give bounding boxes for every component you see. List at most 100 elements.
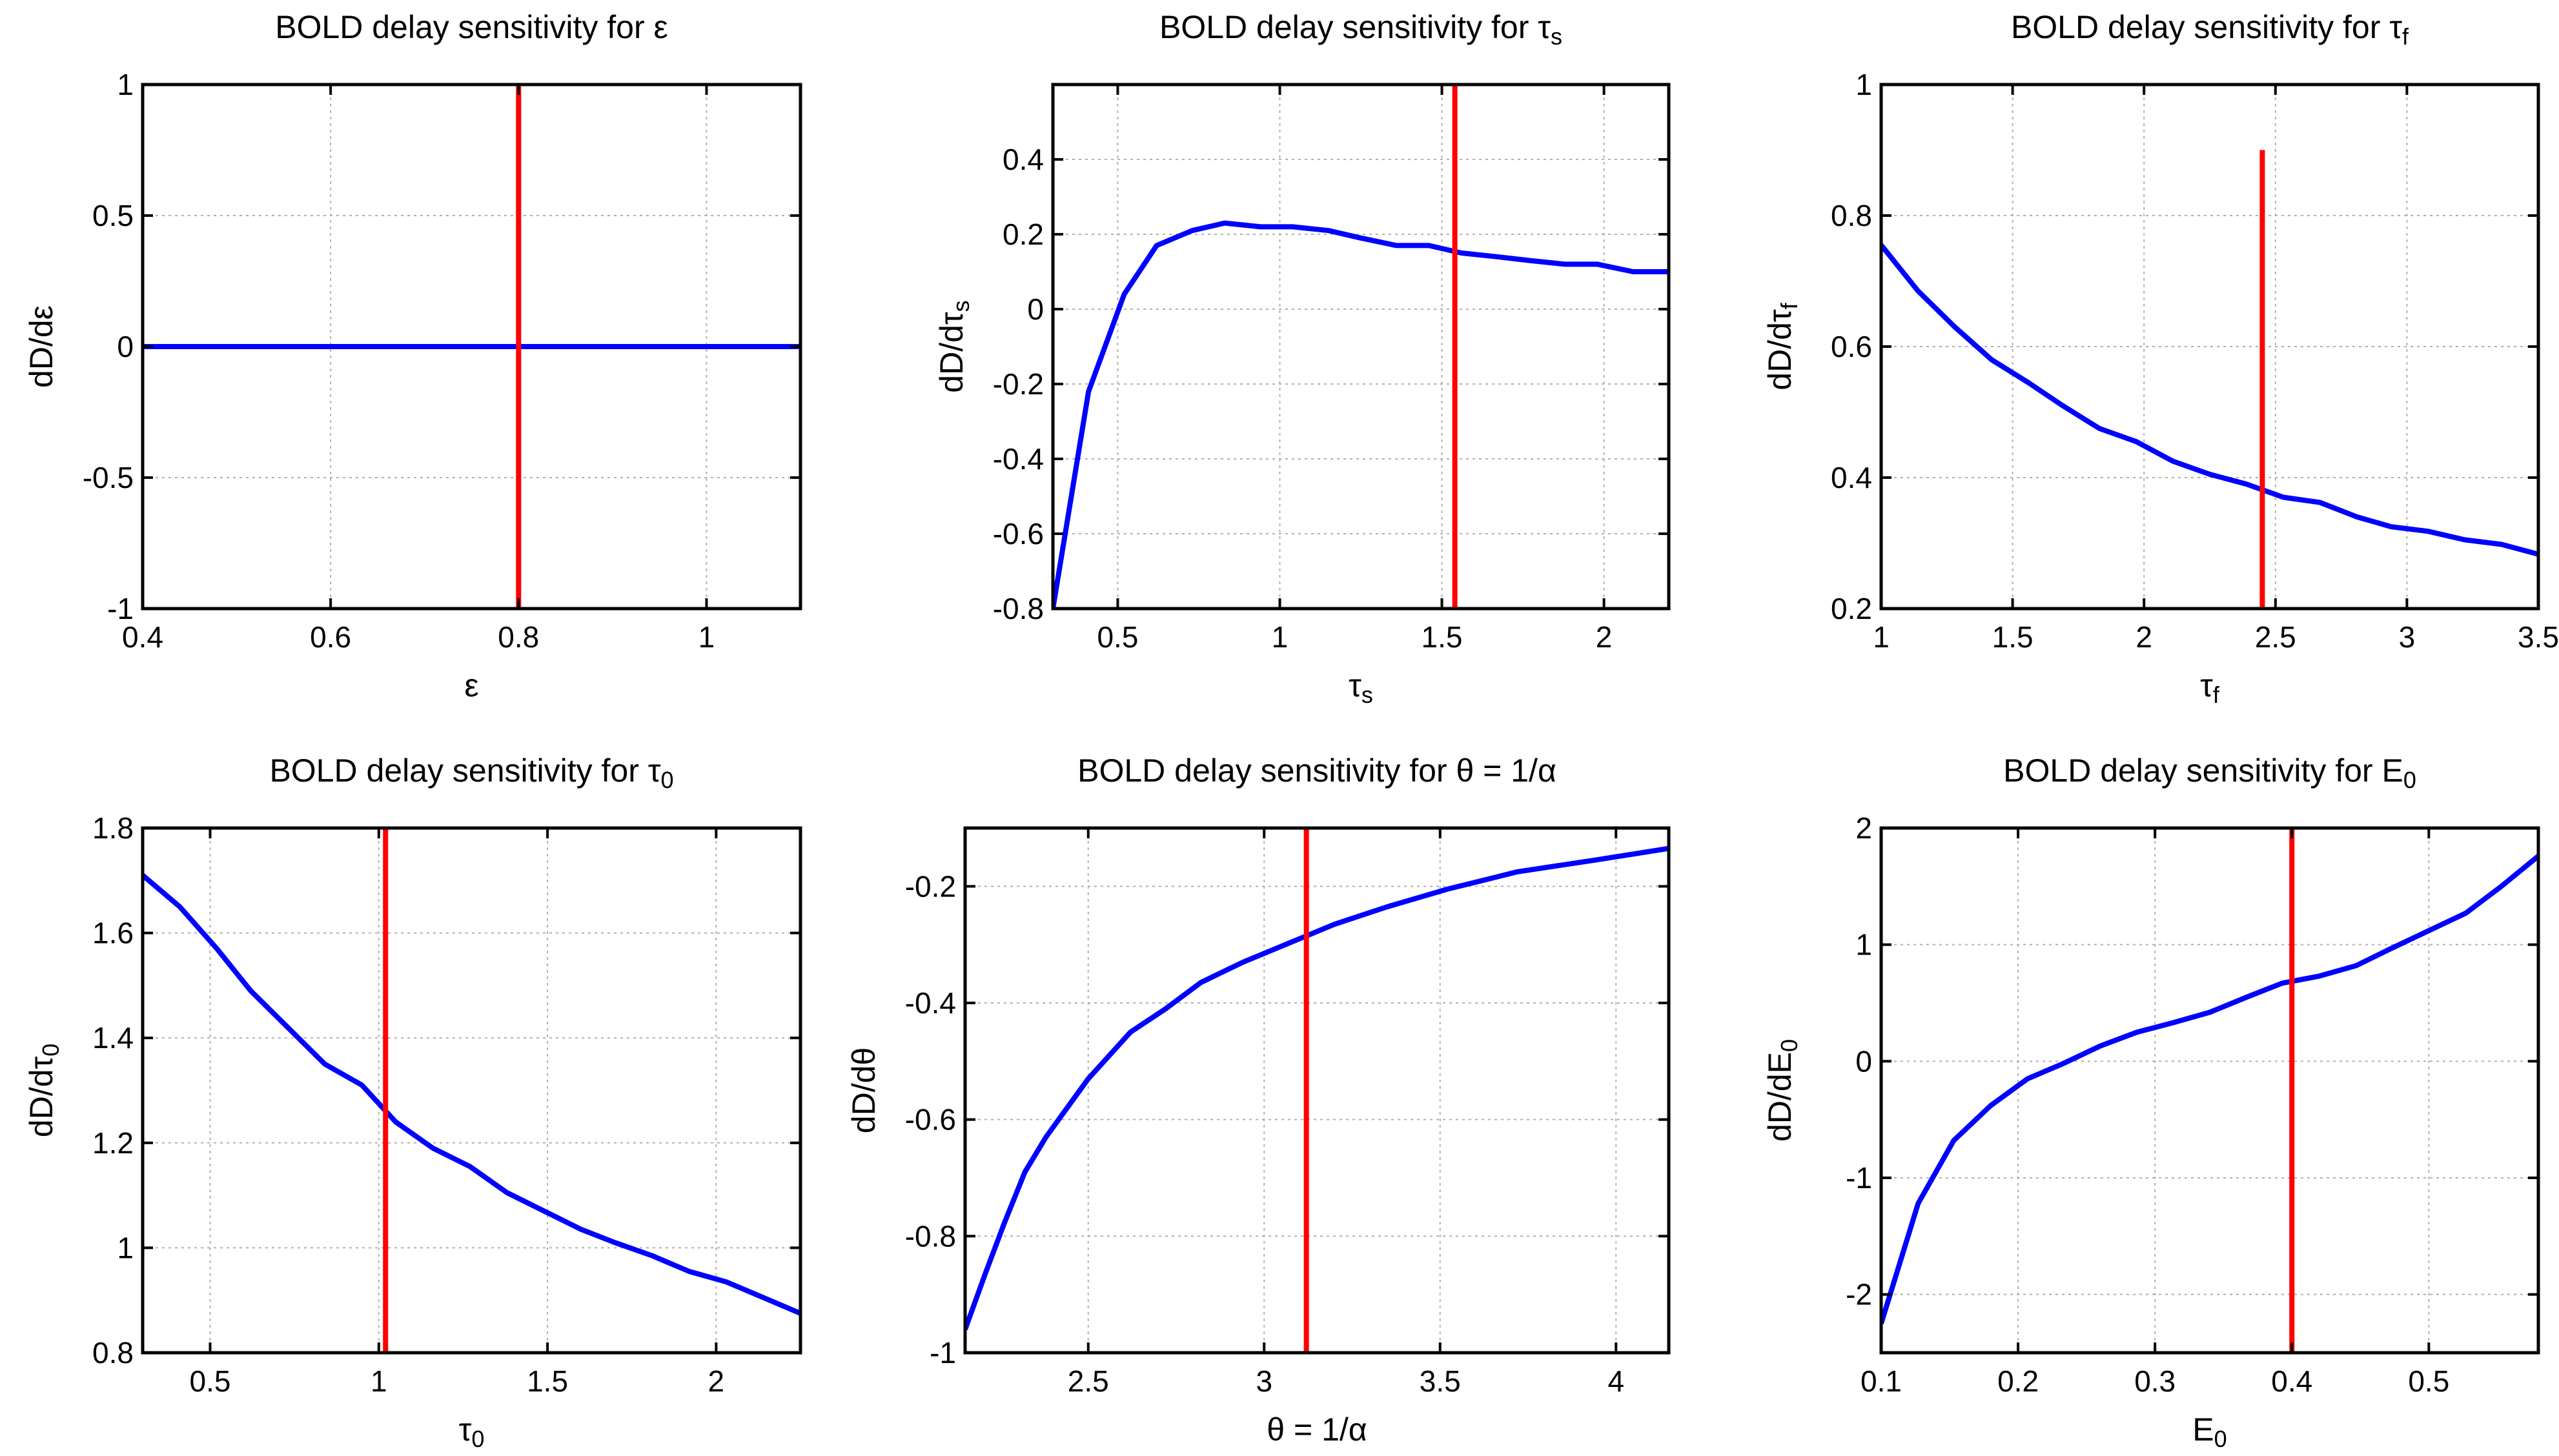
chart-title-main: BOLD delay sensitivity for τ <box>2011 9 2402 45</box>
y-tick-label: 1.2 <box>92 1126 134 1160</box>
y-tick-label: -0.5 <box>83 461 134 494</box>
y-tick-label: -0.4 <box>993 442 1044 476</box>
x-tick-label: 1 <box>371 1364 387 1398</box>
chart-title-subscript: 0 <box>661 767 674 793</box>
y-tick-label: -2 <box>1846 1278 1872 1311</box>
x-tick-label: 3 <box>1256 1364 1272 1398</box>
y-tick-label: 1 <box>117 1231 134 1264</box>
y-tick-label: 0 <box>117 330 134 363</box>
y-axis-label-main: dD/dE <box>1762 1052 1798 1142</box>
x-axis-label: τs <box>1349 667 1373 708</box>
x-axis-label-subscript: f <box>2213 682 2220 708</box>
x-axis-label-main: τ <box>1349 667 1361 703</box>
x-tick-label: 3 <box>2399 620 2416 654</box>
x-tick-label: 3.5 <box>1420 1364 1461 1398</box>
x-axis-label: ε <box>464 667 478 703</box>
x-tick-label: 1.5 <box>1422 620 1463 654</box>
y-tick-label: 0.8 <box>1831 199 1872 232</box>
data-series-line <box>1053 220 1669 609</box>
x-tick-label: 0.4 <box>122 620 163 654</box>
plot-area <box>1053 85 1669 609</box>
y-tick-label: -0.8 <box>993 592 1044 625</box>
y-axis-label: dD/dτ0 <box>23 1044 64 1137</box>
chart-title: BOLD delay sensitivity for E0 <box>2003 753 2416 793</box>
axes-frame <box>141 826 802 1355</box>
y-tick-label: 0.4 <box>1831 461 1872 494</box>
subplot-6: 0.1 0.2 0.3 0.4 0.5 -2 -1 0 1 2 BOLD delay sensiti… <box>1762 753 2540 1452</box>
subplot-2: 0.5 1 1.5 2 -0.8 -0.6 -0.4 -0.2 0 0.2 0.4 BOLD dela… <box>933 9 1671 708</box>
x-tick-label: 0.2 <box>1997 1364 2039 1398</box>
x-axis-label-main: τ <box>459 1411 472 1448</box>
x-axis-label-subscript: 0 <box>2214 1426 2227 1452</box>
y-axis-label-main: dD/dε <box>23 305 59 388</box>
x-tick-label: 2 <box>2136 620 2152 654</box>
x-tick-label: 0.6 <box>310 620 351 654</box>
plot-area <box>1881 828 2538 1353</box>
x-tick-label: 1.5 <box>1992 620 2034 654</box>
x-tick-label: 4 <box>1607 1364 1624 1398</box>
plot-area <box>143 828 800 1353</box>
y-tick-label: 1.4 <box>92 1021 134 1055</box>
y-tick-label: -0.4 <box>905 986 956 1020</box>
chart-title-main: BOLD delay sensitivity for τ <box>269 753 660 789</box>
y-tick-label: 0 <box>1855 1044 1872 1078</box>
chart-title-main: BOLD delay sensitivity for τ <box>1159 9 1551 45</box>
chart-title: BOLD delay sensitivity for θ = 1/α <box>1077 753 1556 789</box>
y-tick-label: -0.8 <box>905 1219 956 1253</box>
y-axis-label-subscript: s <box>948 300 974 312</box>
axes-frame <box>1051 83 1671 611</box>
x-axis-label-subscript: 0 <box>471 1426 484 1452</box>
x-tick-label: 2 <box>708 1364 725 1398</box>
x-tick-label: 1 <box>1873 620 1890 654</box>
y-tick-label: 1 <box>1855 68 1872 101</box>
data-series-line <box>1881 854 2538 1324</box>
x-axis-label: τ0 <box>459 1411 485 1452</box>
x-axis-label: E0 <box>2192 1411 2227 1452</box>
axes-frame <box>1879 826 2540 1355</box>
x-tick-label: 3.5 <box>2518 620 2559 654</box>
y-tick-label: -1 <box>930 1336 956 1370</box>
y-axis-label-subscript: 0 <box>37 1044 64 1057</box>
y-tick-label: 2 <box>1855 811 1872 845</box>
x-tick-label: 1.5 <box>527 1364 568 1398</box>
x-axis-label-main: E <box>2192 1411 2214 1448</box>
chart-title-subscript: 0 <box>2403 767 2416 793</box>
data-series-line <box>143 873 800 1316</box>
x-tick-label: 0.4 <box>2271 1364 2312 1398</box>
x-tick-label: 0.1 <box>1861 1364 1902 1398</box>
y-tick-label: 1.6 <box>92 916 134 950</box>
y-tick-label: -1 <box>1846 1161 1872 1195</box>
chart-title-subscript: f <box>2402 23 2409 50</box>
subplot-5: 2.5 3 3.5 4 -1 -0.8 -0.6 -0.4 -0.2 BOLD delay sen… <box>846 753 1671 1448</box>
y-tick-label: 1 <box>117 68 134 101</box>
chart-title: BOLD delay sensitivity for τs <box>1159 9 1562 50</box>
x-tick-label: 0.5 <box>190 1364 231 1398</box>
chart-title-main: BOLD delay sensitivity for θ = 1/α <box>1077 753 1556 789</box>
x-axis-label-main: θ = 1/α <box>1267 1411 1367 1448</box>
x-tick-label: 0.5 <box>1097 620 1138 654</box>
x-tick-label: 1 <box>1272 620 1289 654</box>
x-axis-label: τf <box>2200 667 2220 708</box>
x-axis-label-main: ε <box>464 667 478 703</box>
y-tick-label: 0.8 <box>92 1336 134 1370</box>
y-tick-label: 0.6 <box>1831 330 1872 363</box>
plot-area <box>965 828 1669 1353</box>
x-axis-label-main: τ <box>2200 667 2213 703</box>
y-tick-label: 1 <box>1855 928 1872 962</box>
y-tick-label: 0.2 <box>1003 217 1044 251</box>
y-tick-label: 1.8 <box>92 811 134 845</box>
y-axis-label: dD/dE0 <box>1762 1039 1802 1142</box>
x-tick-label: 2.5 <box>1068 1364 1109 1398</box>
y-axis-label: dD/dτs <box>933 300 974 392</box>
chart-title: BOLD delay sensitivity for τ0 <box>269 753 673 793</box>
axes-frame <box>963 826 1671 1355</box>
chart-title-subscript: s <box>1551 23 1562 50</box>
y-axis-label-main: dD/dτ <box>1762 309 1798 390</box>
y-axis-label: dD/dθ <box>846 1047 882 1133</box>
y-axis-label-subscript: f <box>1776 302 1802 309</box>
y-tick-label: 0 <box>1027 292 1044 326</box>
data-series-line <box>1881 243 2538 557</box>
x-tick-label: 2.5 <box>2255 620 2296 654</box>
y-tick-label: -0.6 <box>905 1103 956 1137</box>
